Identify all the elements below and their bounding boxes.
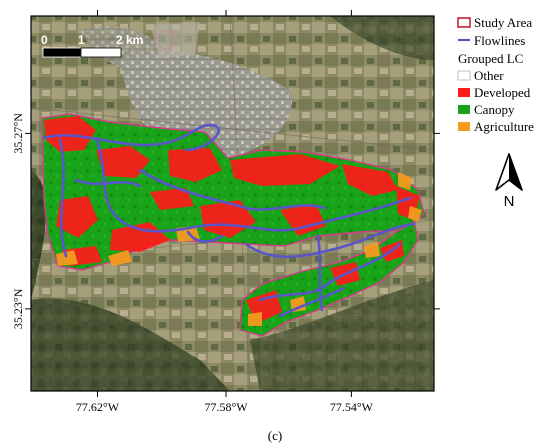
legend-label-study-area: Study Area: [474, 15, 532, 30]
legend-group-title: Grouped LC: [458, 51, 523, 66]
study-area-landcover: [41, 113, 425, 337]
legend-swatch-study-area: [457, 17, 471, 28]
legend-swatch-developed: [458, 88, 470, 97]
scale-label-2: 2 km: [116, 33, 143, 47]
flowlines: [42, 123, 416, 318]
latitude-tick-label-1: 35.23°N: [11, 288, 25, 329]
scale-bar-white-segment: [80, 47, 122, 58]
latitude-tick-label-0: 35.27°N: [11, 113, 25, 154]
agriculture-patches: [56, 172, 422, 326]
longitude-tick-label-1: 77.58°W: [204, 400, 248, 414]
latitude-axis: 35.27°N 35.23°N: [11, 113, 440, 329]
north-arrow: N: [495, 153, 523, 210]
figure-caption: (c): [267, 428, 283, 443]
legend-label-agriculture: Agriculture: [474, 119, 534, 134]
north-arrow-label: N: [504, 193, 515, 210]
legend: Study Area Flowlines Grouped LC Other De…: [457, 15, 534, 134]
legend-label-developed: Developed: [474, 85, 531, 100]
longitude-axis: 77.62°W 77.58°W 77.54°W: [76, 10, 374, 414]
scale-bar-black-segment: [42, 47, 82, 58]
legend-swatch-other: [457, 70, 471, 81]
legend-label-canopy: Canopy: [474, 102, 515, 117]
longitude-tick-label-0: 77.62°W: [76, 400, 120, 414]
legend-swatch-agriculture: [458, 122, 470, 131]
scale-label-0: 0: [41, 33, 48, 47]
longitude-tick-label-2: 77.54°W: [330, 400, 374, 414]
scale-bar: 0 1 2 km: [41, 33, 143, 58]
developed-patches: [44, 116, 420, 324]
scale-label-1: 1: [78, 33, 85, 47]
legend-swatch-canopy: [458, 105, 470, 114]
legend-label-flowlines: Flowlines: [474, 33, 525, 48]
map-frame: [30, 15, 435, 392]
legend-label-other: Other: [474, 68, 504, 83]
